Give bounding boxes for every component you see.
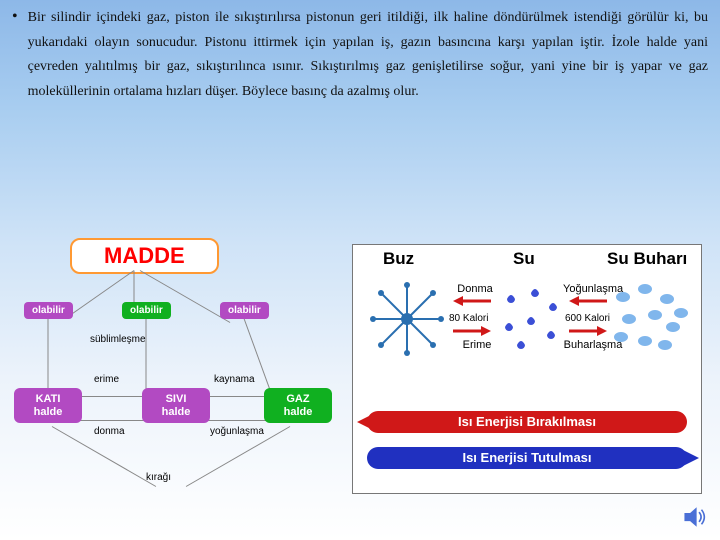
column-header: Su Buharı	[607, 249, 687, 269]
connector-line	[208, 420, 266, 421]
process-label: yoğunlaşma	[210, 426, 264, 437]
kcal-label: 80 Kalori	[449, 313, 488, 324]
process-label: kaynama	[214, 374, 255, 385]
energy-hold-bar: Isı Enerjisi Tutulması	[367, 447, 687, 469]
process-label: kırağı	[146, 472, 171, 483]
connector-line	[48, 319, 49, 391]
connector-line	[208, 396, 266, 397]
olabilir-box: olabilir	[122, 302, 171, 319]
phase-process-label: Donma	[447, 283, 503, 295]
paragraph-text: Bir silindir içindeki gaz, piston ile sı…	[28, 10, 712, 99]
state-box: KATIhalde	[14, 388, 82, 423]
matter-title-box: MADDE	[70, 238, 219, 274]
bullet-dot: •	[12, 8, 18, 26]
state-box: SIVIhalde	[142, 388, 210, 423]
column-header: Buz	[383, 249, 414, 269]
kcal-label: 600 Kalori	[565, 313, 610, 324]
sublimation-label: süblimleşme	[90, 334, 146, 345]
olabilir-box: olabilir	[220, 302, 269, 319]
paragraph: Bir silindir içindeki gaz, piston ile sı…	[28, 6, 708, 104]
connector-line	[80, 396, 144, 397]
phase-figure: Isı Enerjisi Bırakılması Isı Enerjisi Tu…	[352, 244, 702, 494]
phase-process-label: Yoğunlaşma	[563, 283, 619, 295]
matter-diagram-lines	[14, 238, 332, 518]
column-header: Su	[513, 249, 535, 269]
phase-process-label: Erime	[447, 339, 507, 351]
speaker-icon	[682, 504, 708, 530]
connector-line	[80, 420, 144, 421]
phase-process-label: Buharlaşma	[563, 339, 623, 351]
olabilir-box: olabilir	[24, 302, 73, 319]
process-label: erime	[94, 374, 119, 385]
energy-release-bar: Isı Enerjisi Bırakılması	[367, 411, 687, 433]
connector-line	[146, 319, 147, 391]
matter-diagram: MADDE olabilir olabilir olabilir süblimleşm…	[14, 238, 332, 518]
bullet-block: • Bir silindir içindeki gaz, piston ile …	[12, 6, 708, 104]
state-box: GAZhalde	[264, 388, 332, 423]
process-label: donma	[94, 426, 125, 437]
